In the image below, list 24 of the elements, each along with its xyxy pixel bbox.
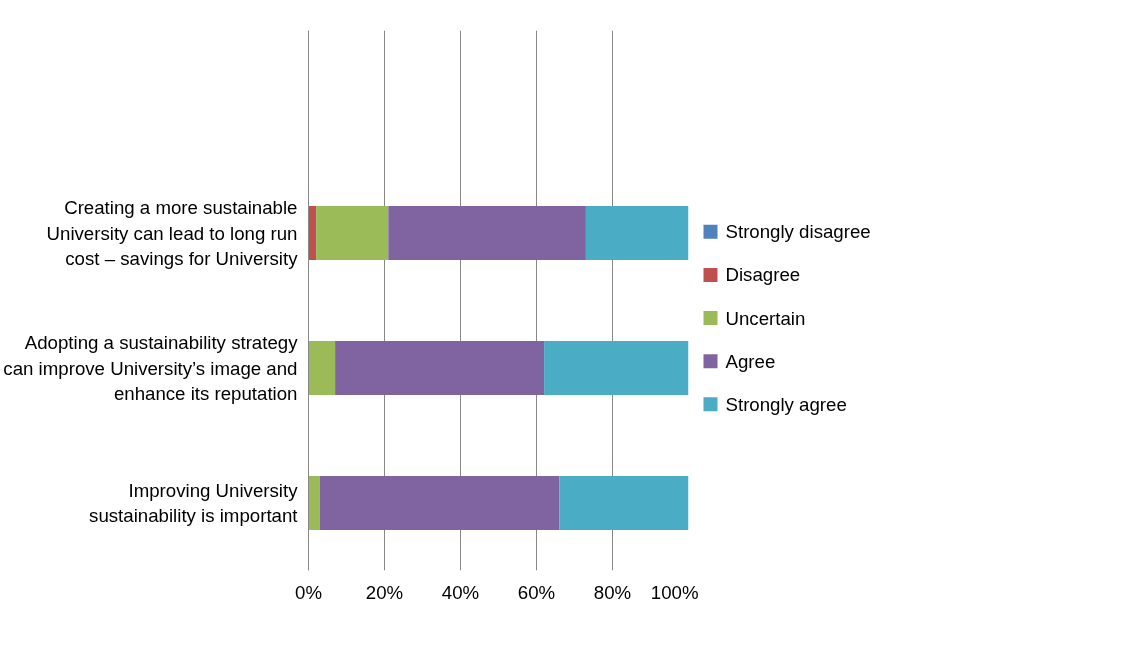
bar (316, 206, 389, 260)
legend-label: Disagree (725, 264, 801, 286)
x-tick-label: 60% (517, 581, 556, 603)
x-tick-label: 0% (295, 581, 322, 603)
x-tick-label: 80% (593, 581, 632, 603)
x-tick-label: 40% (441, 581, 480, 603)
legend-label: Strongly disagree (725, 221, 871, 243)
bar (585, 206, 689, 260)
y-tick-label: Adopting a sustainability strategy can improve University’s image and enhance its reputation (3, 332, 299, 404)
legend-label: Strongly agree (725, 393, 847, 415)
bar (544, 341, 689, 395)
y-tick-label: Creating a more sustainable University can lead to long run cost – savings for University (46, 197, 299, 269)
bar (319, 476, 560, 530)
legend-label: Uncertain (725, 307, 806, 329)
bar (308, 476, 320, 530)
x-tick-label: 100% (650, 581, 699, 603)
bar (388, 206, 586, 260)
bar (308, 206, 317, 260)
y-tick-label: Improving University sustainability is important (89, 479, 299, 527)
x-tick-label: 20% (365, 581, 404, 603)
bar (559, 476, 689, 530)
bar (335, 341, 545, 395)
legend-label: Agree (725, 350, 776, 372)
bar (308, 341, 336, 395)
